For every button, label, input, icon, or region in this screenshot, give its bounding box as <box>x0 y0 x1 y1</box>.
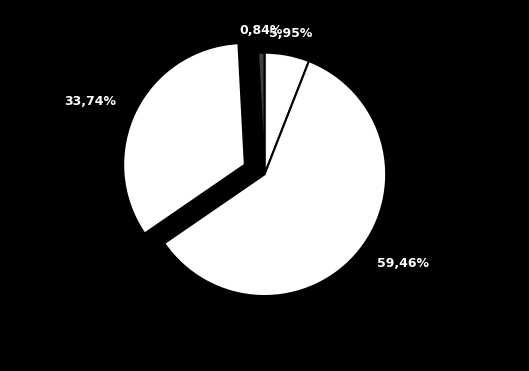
Wedge shape <box>264 53 309 174</box>
Wedge shape <box>258 53 264 174</box>
Wedge shape <box>164 61 386 296</box>
Text: 33,74%: 33,74% <box>64 95 116 108</box>
Text: 0,84%: 0,84% <box>239 24 282 37</box>
Wedge shape <box>123 43 245 234</box>
Text: 5,95%: 5,95% <box>269 27 313 40</box>
Text: 59,46%: 59,46% <box>377 257 429 270</box>
